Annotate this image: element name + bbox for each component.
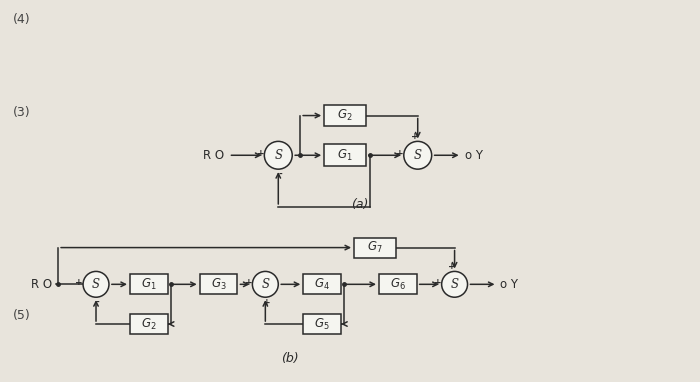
Text: -: -	[279, 170, 282, 179]
Text: $G_7$: $G_7$	[367, 240, 383, 255]
Text: (a): (a)	[351, 198, 369, 211]
Text: S: S	[92, 278, 100, 291]
Circle shape	[83, 271, 109, 297]
Text: $G_3$: $G_3$	[211, 277, 226, 292]
Text: +: +	[76, 278, 83, 287]
Text: (b): (b)	[281, 352, 299, 365]
Bar	[354, 238, 395, 257]
Text: S: S	[274, 149, 282, 162]
Bar	[324, 144, 366, 166]
Bar	[199, 274, 237, 294]
Text: (5): (5)	[13, 309, 31, 322]
Text: +: +	[396, 149, 404, 158]
Bar	[324, 105, 366, 126]
Bar	[303, 314, 341, 334]
Text: +: +	[262, 298, 270, 307]
Text: S: S	[261, 278, 270, 291]
Text: (4): (4)	[13, 13, 31, 26]
Text: o Y: o Y	[500, 278, 519, 291]
Text: -: -	[95, 298, 99, 307]
Text: S: S	[451, 278, 458, 291]
Text: $G_1$: $G_1$	[141, 277, 157, 292]
Bar	[379, 274, 416, 294]
Text: $G_4$: $G_4$	[314, 277, 330, 292]
Circle shape	[404, 141, 432, 169]
Text: S: S	[414, 149, 421, 162]
Circle shape	[265, 141, 292, 169]
Bar	[303, 274, 341, 294]
Text: $G_1$: $G_1$	[337, 148, 353, 163]
Text: R O: R O	[31, 278, 52, 291]
Text: +: +	[448, 262, 456, 271]
Circle shape	[253, 271, 279, 297]
Text: o Y: o Y	[465, 149, 482, 162]
Text: +: +	[434, 278, 442, 287]
Text: $G_6$: $G_6$	[390, 277, 406, 292]
Text: +: +	[244, 278, 252, 287]
Text: $G_2$: $G_2$	[337, 108, 353, 123]
Text: +: +	[411, 132, 419, 141]
Text: $G_5$: $G_5$	[314, 316, 330, 332]
Text: $G_2$: $G_2$	[141, 316, 157, 332]
Bar	[130, 274, 168, 294]
Bar	[130, 314, 168, 334]
Circle shape	[442, 271, 468, 297]
Text: +: +	[256, 149, 264, 158]
Text: R O: R O	[204, 149, 225, 162]
Text: (3): (3)	[13, 106, 31, 119]
